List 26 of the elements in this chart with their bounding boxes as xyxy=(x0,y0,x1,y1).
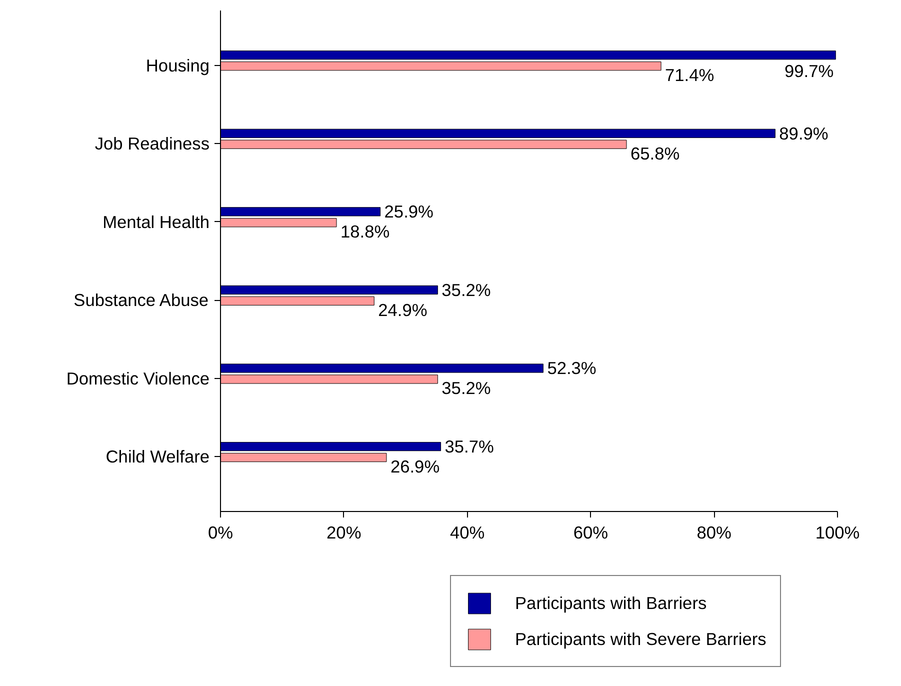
data-label: 25.9% xyxy=(384,202,434,222)
data-label: 65.8% xyxy=(630,143,680,164)
data-label: 35.7% xyxy=(444,436,494,457)
y-tick-label: Child Welfare xyxy=(106,446,210,467)
data-label: 26.9% xyxy=(390,456,440,476)
legend-label: Participants with Severe Barriers xyxy=(515,628,766,650)
data-label: 52.3% xyxy=(547,358,596,378)
x-tick-label: 100% xyxy=(815,522,860,542)
x-tick-label: 40% xyxy=(450,522,485,542)
x-tick-label: 20% xyxy=(326,522,362,542)
x-tick-label: 80% xyxy=(696,522,732,542)
data-label: 71.4% xyxy=(665,65,714,86)
x-tick-label: 0% xyxy=(208,522,234,542)
data-label: 24.9% xyxy=(378,300,428,320)
legend-label: Participants with Barriers xyxy=(515,592,707,614)
data-label: 99.7% xyxy=(784,61,834,82)
data-label: 35.2% xyxy=(442,378,491,398)
y-tick-label: Substance Abuse xyxy=(74,290,209,310)
data-label: 18.8% xyxy=(340,222,390,242)
y-tick-label: Housing xyxy=(146,55,210,76)
y-tick-label: Job Readiness xyxy=(94,134,210,154)
x-tick-label: 60% xyxy=(573,522,608,542)
y-tick-label: Mental Health xyxy=(102,212,210,232)
data-label: 35.2% xyxy=(442,280,491,300)
data-label: 89.9% xyxy=(779,123,828,144)
y-tick-label: Domestic Violence xyxy=(66,368,210,388)
